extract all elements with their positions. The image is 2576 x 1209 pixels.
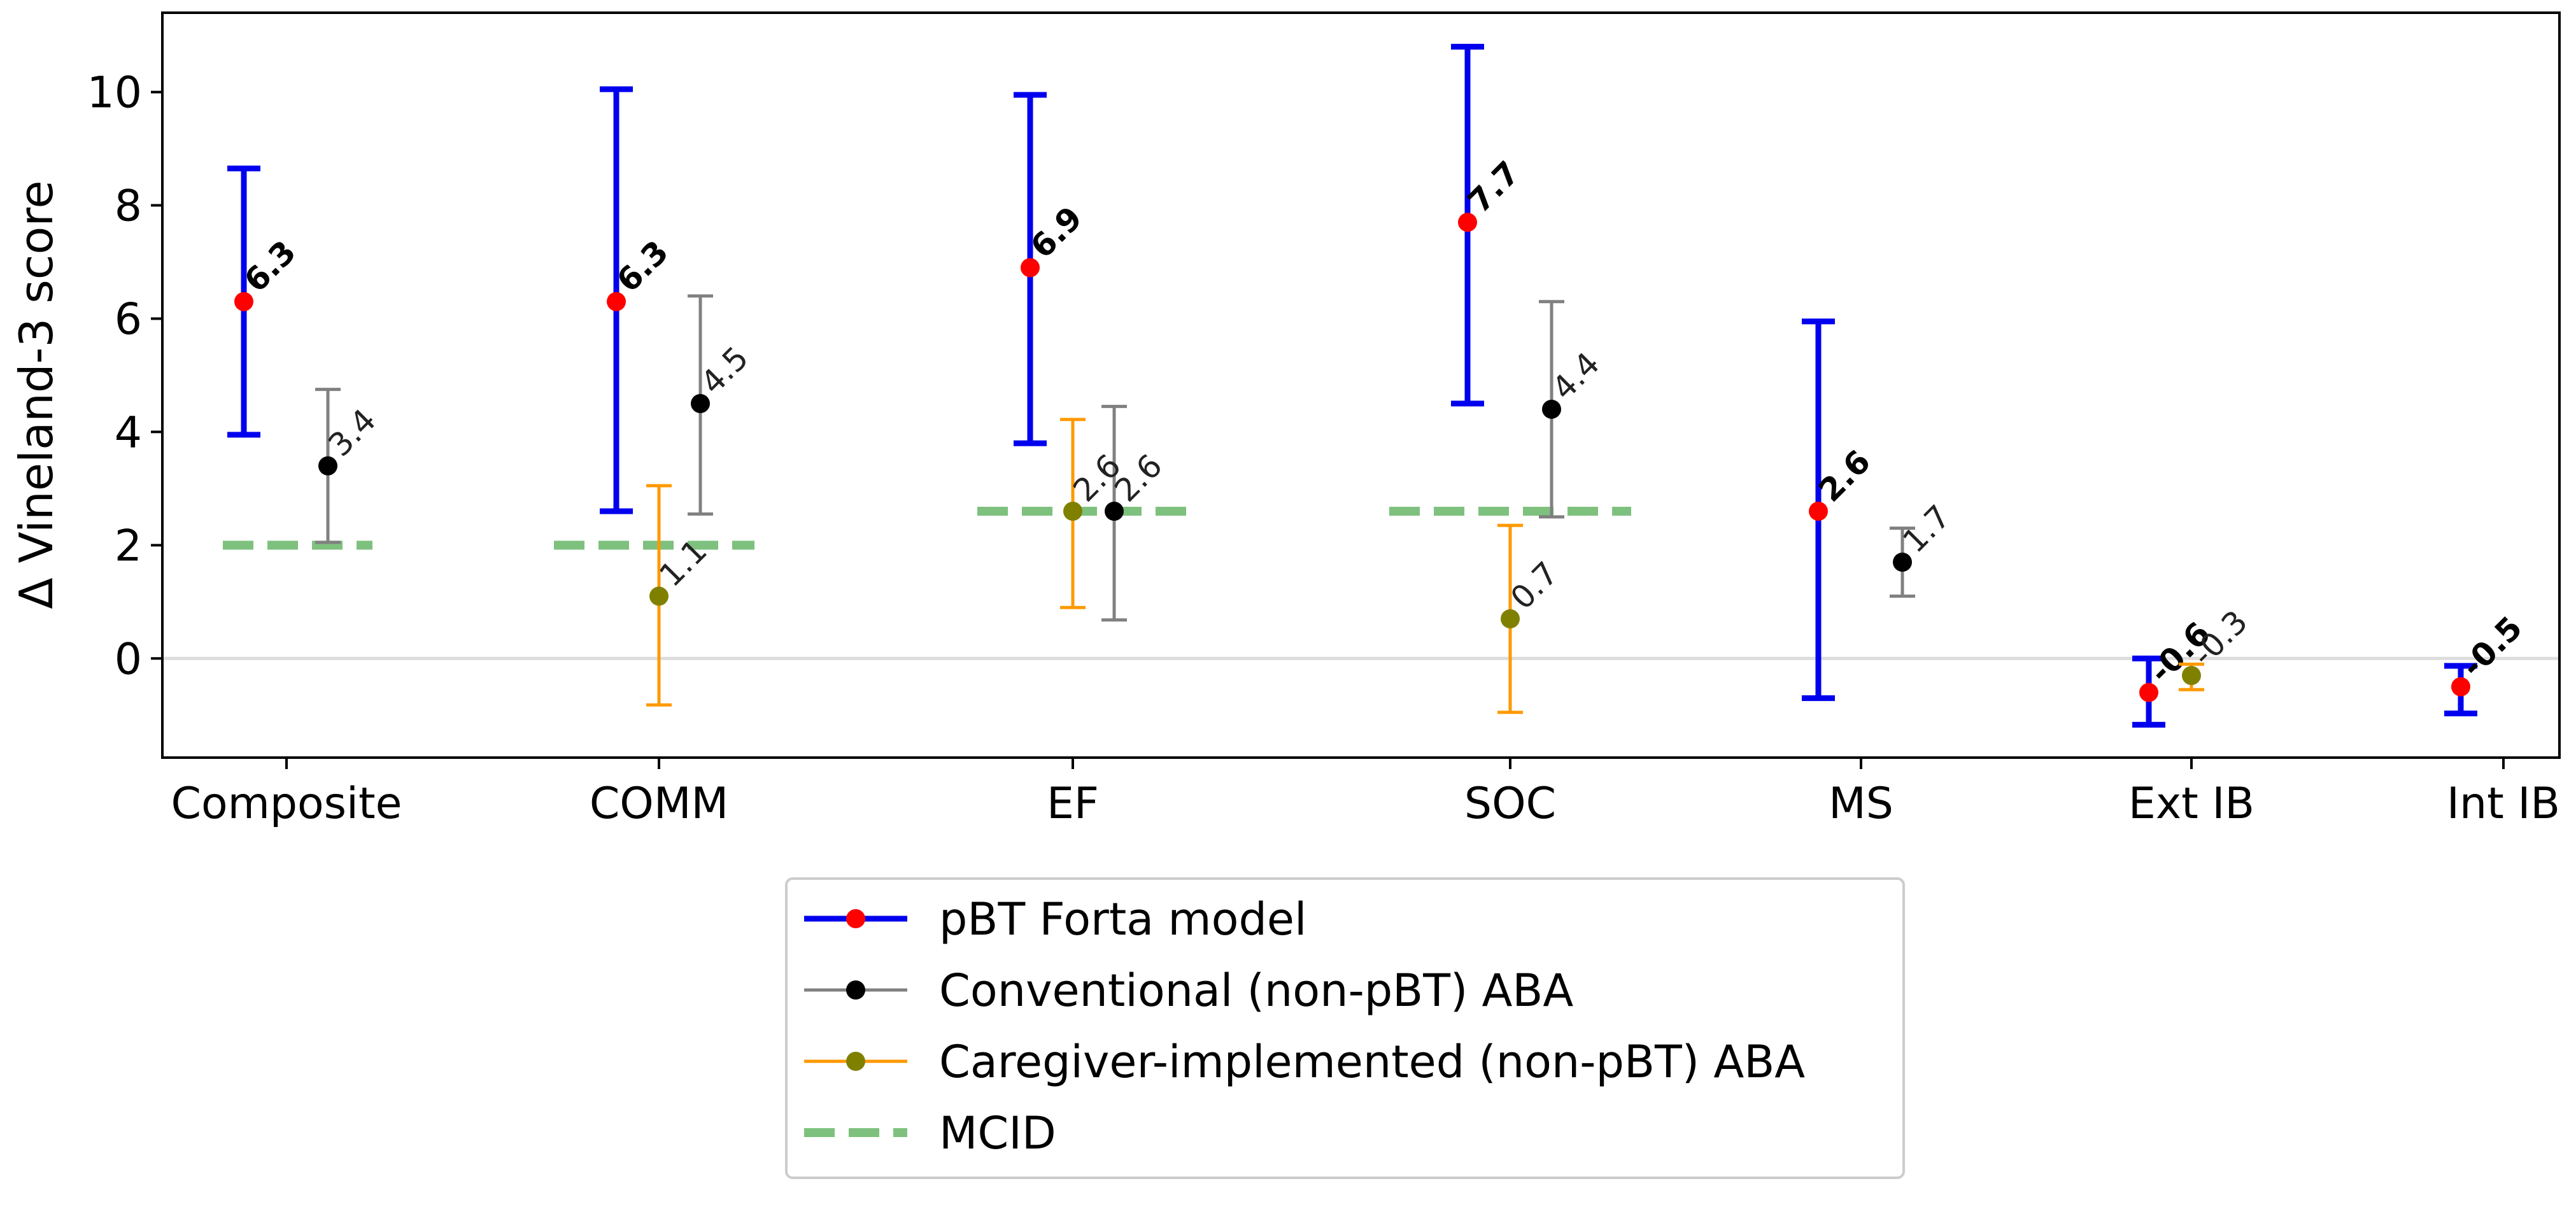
legend-marker-3 — [846, 1052, 865, 1071]
point-1-int-ib — [2451, 677, 2470, 696]
mcid-layer — [223, 506, 1631, 550]
point-2-comm — [691, 393, 710, 413]
point-1-ef — [1021, 258, 1040, 278]
legend-marker-1 — [846, 909, 865, 928]
y-tick-label-2: 2 — [115, 521, 142, 571]
x-tick-label-composite: Composite — [171, 779, 402, 829]
plot-frame — [161, 11, 2561, 759]
x-tick-label-ext-ib: Ext IB — [2128, 779, 2254, 829]
x-tick-label-soc: SOC — [1464, 779, 1556, 829]
legend-label-3: Caregiver-implemented (non-pBT) ABA — [939, 1036, 1805, 1088]
y-axis-label: Δ Vineland-3 score — [10, 180, 63, 609]
y-tick-label-4: 4 — [115, 407, 142, 458]
point-1-ext-ib — [2139, 682, 2158, 702]
x-tick-label-ms: MS — [1829, 779, 1893, 829]
axes-layer: 0 2 4 6 8 10 Composite COMM EF SOC MS Ext IB Int IB — [87, 11, 2561, 829]
point-1-ms — [1809, 501, 1828, 521]
legend-label-2: Conventional (non-pBT) ABA — [939, 965, 1573, 1017]
point-1-composite — [234, 292, 253, 311]
x-tick-label-int-ib: Int IB — [2447, 779, 2560, 829]
legend-marker-2 — [846, 980, 865, 1000]
point-2-composite — [318, 456, 337, 476]
legend-label-mcid: MCID — [939, 1107, 1056, 1159]
point-3-soc — [1501, 609, 1520, 629]
legend: pBT Forta model Conventional (non-pBT) AB… — [785, 877, 1905, 1179]
y-tick-label-10: 10 — [87, 68, 142, 118]
point-2-ef — [1105, 501, 1124, 521]
point-2-ms — [1893, 553, 1912, 572]
legend-box — [785, 877, 1905, 1179]
y-tick-label-8: 8 — [115, 181, 142, 232]
point-1-comm — [607, 292, 626, 311]
point-3-ef — [1063, 501, 1082, 521]
point-3-ext-ib — [2182, 665, 2201, 685]
point-3-comm — [649, 586, 669, 606]
series-layer: 6.3 6.36.97.72.6-0.6 -0.53.44.52.64.41.71.… — [227, 43, 2530, 728]
point-1-soc — [1458, 213, 1477, 232]
x-tick-label-ef: EF — [1047, 779, 1099, 829]
point-2-soc — [1542, 399, 1561, 419]
x-tick-label-comm: COMM — [590, 779, 728, 829]
y-tick-label-0: 0 — [115, 634, 142, 684]
legend-label-1: pBT Forta model — [939, 893, 1306, 945]
y-tick-label-6: 6 — [115, 294, 142, 344]
